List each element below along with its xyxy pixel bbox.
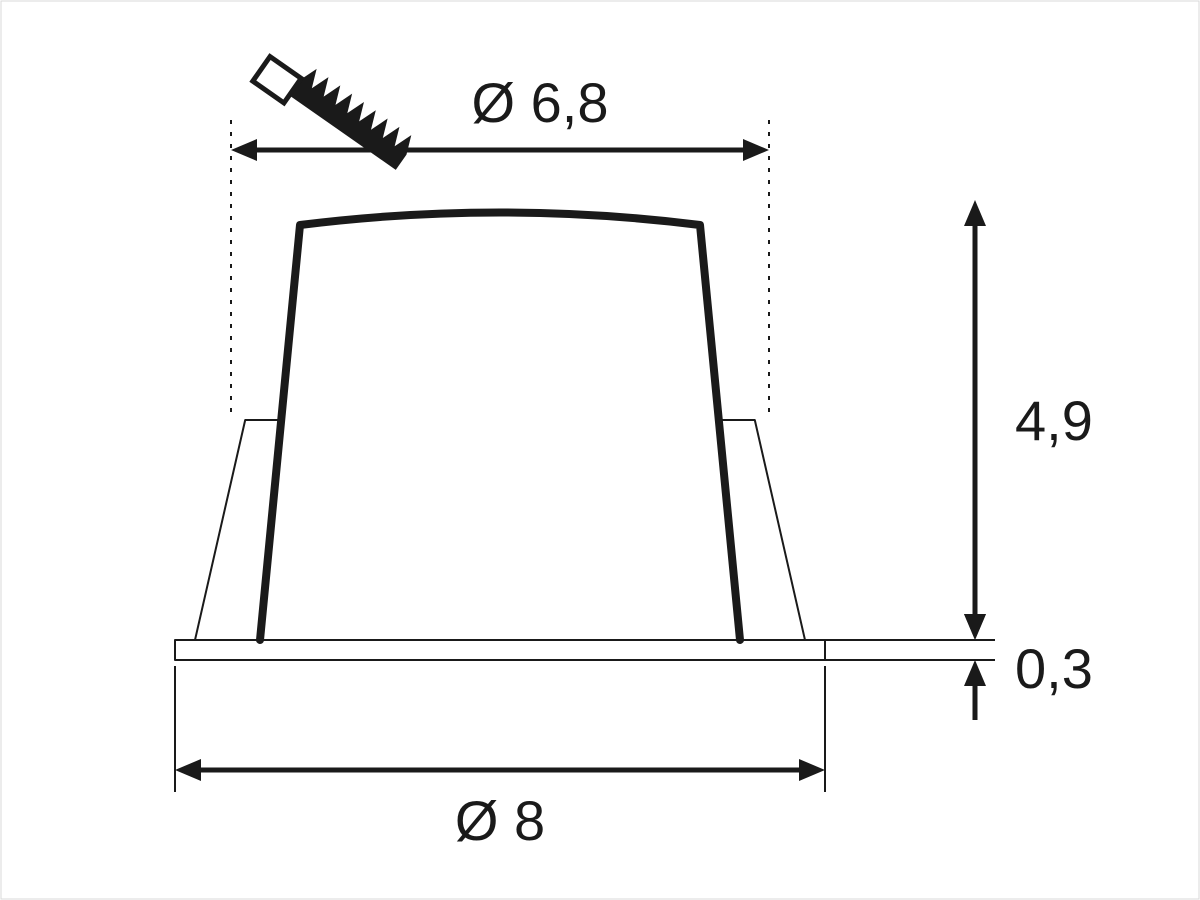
flange-outline [175,640,825,660]
label-flange-thickness: 0,3 [1015,637,1093,700]
saw-icon [253,43,417,178]
label-outer-diameter: Ø 8 [455,789,545,852]
label-cutout-diameter: Ø 6,8 [472,71,609,134]
label-height: 4,9 [1015,389,1093,452]
fixture-body-outline [260,213,740,641]
technical-drawing: Ø 6,8 4,9 0,3 Ø 8 [0,0,1200,900]
